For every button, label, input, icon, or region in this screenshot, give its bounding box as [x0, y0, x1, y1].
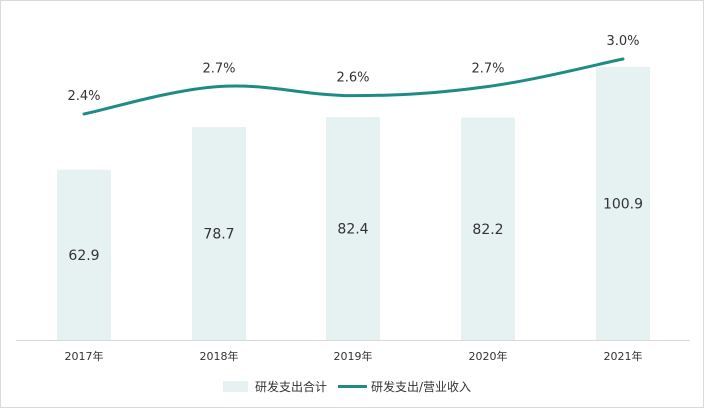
bar-2	[192, 127, 246, 340]
x-tick-label: 2018年	[200, 349, 239, 363]
x-tick-label: 2019年	[334, 349, 373, 363]
line-series-group	[82, 57, 625, 116]
legend-bar-label: 研发支出合计	[255, 379, 327, 394]
line-label-group: 2.4% 2.7% 2.6% 2.7% 3.0%	[67, 34, 639, 104]
bar-value-label: 82.2	[472, 222, 503, 238]
line-value-label: 2.4%	[67, 89, 100, 104]
bar-value-label: 82.4	[337, 222, 368, 238]
bar-1	[57, 169, 111, 340]
bar-value-label: 62.9	[68, 248, 99, 264]
legend: 研发支出合计 研发支出/营业收入	[223, 379, 471, 394]
x-tick-label: 2021年	[604, 349, 643, 363]
line-value-label: 2.6%	[336, 71, 369, 86]
x-tick-labels: 2017年 2018年 2019年 2020年 2021年	[65, 349, 643, 363]
line-value-label: 3.0%	[606, 34, 639, 49]
bar-series-group	[57, 67, 650, 341]
bar-value-label: 100.9	[603, 197, 643, 213]
x-tick-label: 2017年	[65, 349, 104, 363]
bar-4	[461, 117, 515, 340]
x-tick-label: 2020年	[469, 349, 508, 363]
legend-bar-swatch	[223, 381, 248, 392]
line-value-label: 2.7%	[202, 62, 235, 77]
ratio-line	[82, 57, 625, 116]
legend-line-label: 研发支出/营业收入	[371, 379, 471, 394]
bar-label-group: 62.9 78.7 82.4 82.2 100.9	[68, 197, 643, 264]
bar-5	[596, 67, 650, 340]
bar-value-label: 78.7	[203, 227, 234, 243]
bar-3	[326, 117, 380, 341]
line-value-label: 2.7%	[471, 62, 504, 77]
